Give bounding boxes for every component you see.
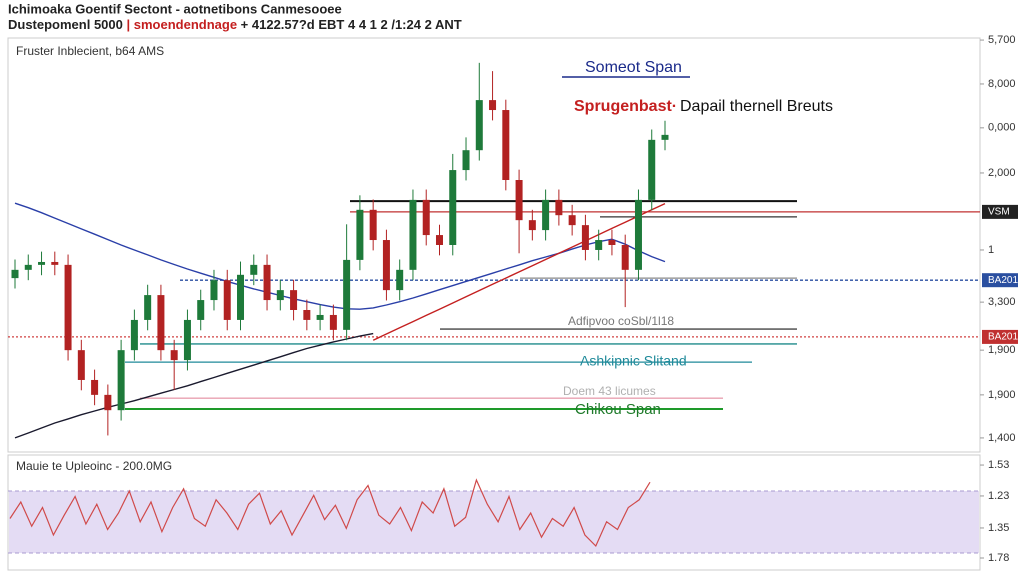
header-title: Ichimoaka Goentif Sectont - aotnetibons … (8, 1, 342, 16)
candle-body (648, 139, 656, 200)
candle-body (396, 269, 404, 291)
candle-body (157, 295, 165, 351)
y-tick-label: 0,000 (988, 122, 1016, 134)
y-tick-label: 1,900 (988, 389, 1016, 401)
header-part: + 4122.57?d EBT 4 4 1 2 /1:24 2 ANT (241, 17, 462, 32)
moving-average (14, 332, 374, 439)
candle-body (303, 309, 311, 320)
candle-body (608, 240, 616, 245)
candle-body (237, 274, 245, 320)
candle-body (38, 261, 46, 265)
candle-body (316, 314, 324, 320)
y-tick-label: 1,900 (988, 344, 1016, 356)
candle-body (489, 100, 497, 111)
candle-body (210, 280, 218, 301)
candle-body (449, 170, 457, 245)
annotation: Chikou Span (575, 401, 661, 418)
candle-body (634, 199, 642, 270)
price-marker-label: BA201 (988, 275, 1018, 286)
header-part: | smoendendnage (127, 17, 238, 32)
y-tick-label: 8,000 (988, 78, 1016, 90)
candle-body (263, 264, 271, 301)
annotation: Someot Span (585, 59, 682, 76)
candle-body (24, 264, 32, 270)
candle-body (117, 350, 125, 411)
candle-body (11, 269, 19, 279)
panel-title: Mauie te Upleoinc - 200.0MG (16, 459, 172, 473)
panel-title: Fruster Inblecient, b64 AMS (16, 44, 164, 58)
price-panel (7, 37, 981, 453)
band (9, 491, 979, 554)
annotation: Sprugenbast· (574, 98, 677, 115)
candle-body (144, 295, 152, 320)
candle-body (356, 209, 364, 260)
oscillator-line (9, 478, 651, 548)
candle-body (64, 264, 72, 351)
moving-average (372, 202, 666, 341)
annotation: Doem 43 licumes (563, 384, 656, 398)
candle-body (475, 100, 483, 151)
candle-body (409, 199, 417, 270)
y-tick-label: 1.53 (988, 459, 1009, 471)
candle-body (250, 264, 258, 275)
candle-body (382, 240, 390, 291)
candle-body (183, 319, 191, 361)
y-tick-label: 1.23 (988, 490, 1009, 502)
candle-body (568, 215, 576, 226)
candle-body (104, 394, 112, 411)
candle-body (528, 220, 536, 231)
candle-body (170, 350, 178, 361)
candle-body (661, 134, 669, 140)
candle-body (369, 209, 377, 241)
candle-body (581, 225, 589, 250)
candle-body (502, 110, 510, 181)
candle-body (329, 314, 337, 330)
candle-body (343, 259, 351, 330)
oscillator-panel (7, 454, 981, 571)
candle-body (91, 379, 99, 395)
candle-body (462, 150, 470, 171)
candle-body (197, 300, 205, 320)
candle-body (595, 240, 603, 250)
price-marker-label: BA201 (988, 332, 1018, 343)
candle-body (422, 199, 430, 236)
candle-body (223, 280, 231, 320)
y-tick-label: 1.35 (988, 522, 1009, 534)
candle-body (542, 199, 550, 231)
candle-body (51, 261, 59, 265)
candle-body (130, 319, 138, 351)
annotation: Dapail thernell Breuts (680, 98, 833, 115)
annotation: Ashkipnic Slitand (580, 353, 687, 369)
candle-body (555, 199, 563, 216)
candle-body (77, 350, 85, 380)
y-tick-label: 1,400 (988, 432, 1016, 444)
price-marker (982, 204, 1018, 219)
candle-body (515, 180, 523, 221)
price-marker-label: VSM (988, 207, 1010, 218)
price-marker (982, 329, 1018, 344)
y-tick-label: 1 (988, 244, 994, 256)
y-tick-label: 3,300 (988, 296, 1016, 308)
y-tick-label: 2,000 (988, 167, 1016, 179)
price-marker (982, 273, 1018, 288)
candle-body (276, 290, 284, 301)
header-info: Dustepomenl 5000 | smoendendnage + 4122.… (8, 17, 462, 32)
candle-body (290, 290, 298, 310)
y-tick-label: 5,700 (988, 34, 1016, 46)
candle-body (435, 235, 443, 245)
header-part: Dustepomenl 5000 (8, 17, 123, 32)
y-tick-label: 1.78 (988, 552, 1009, 564)
annotation: Adfipvoo coSbl/1l18 (568, 314, 674, 328)
candle-body (621, 245, 629, 270)
